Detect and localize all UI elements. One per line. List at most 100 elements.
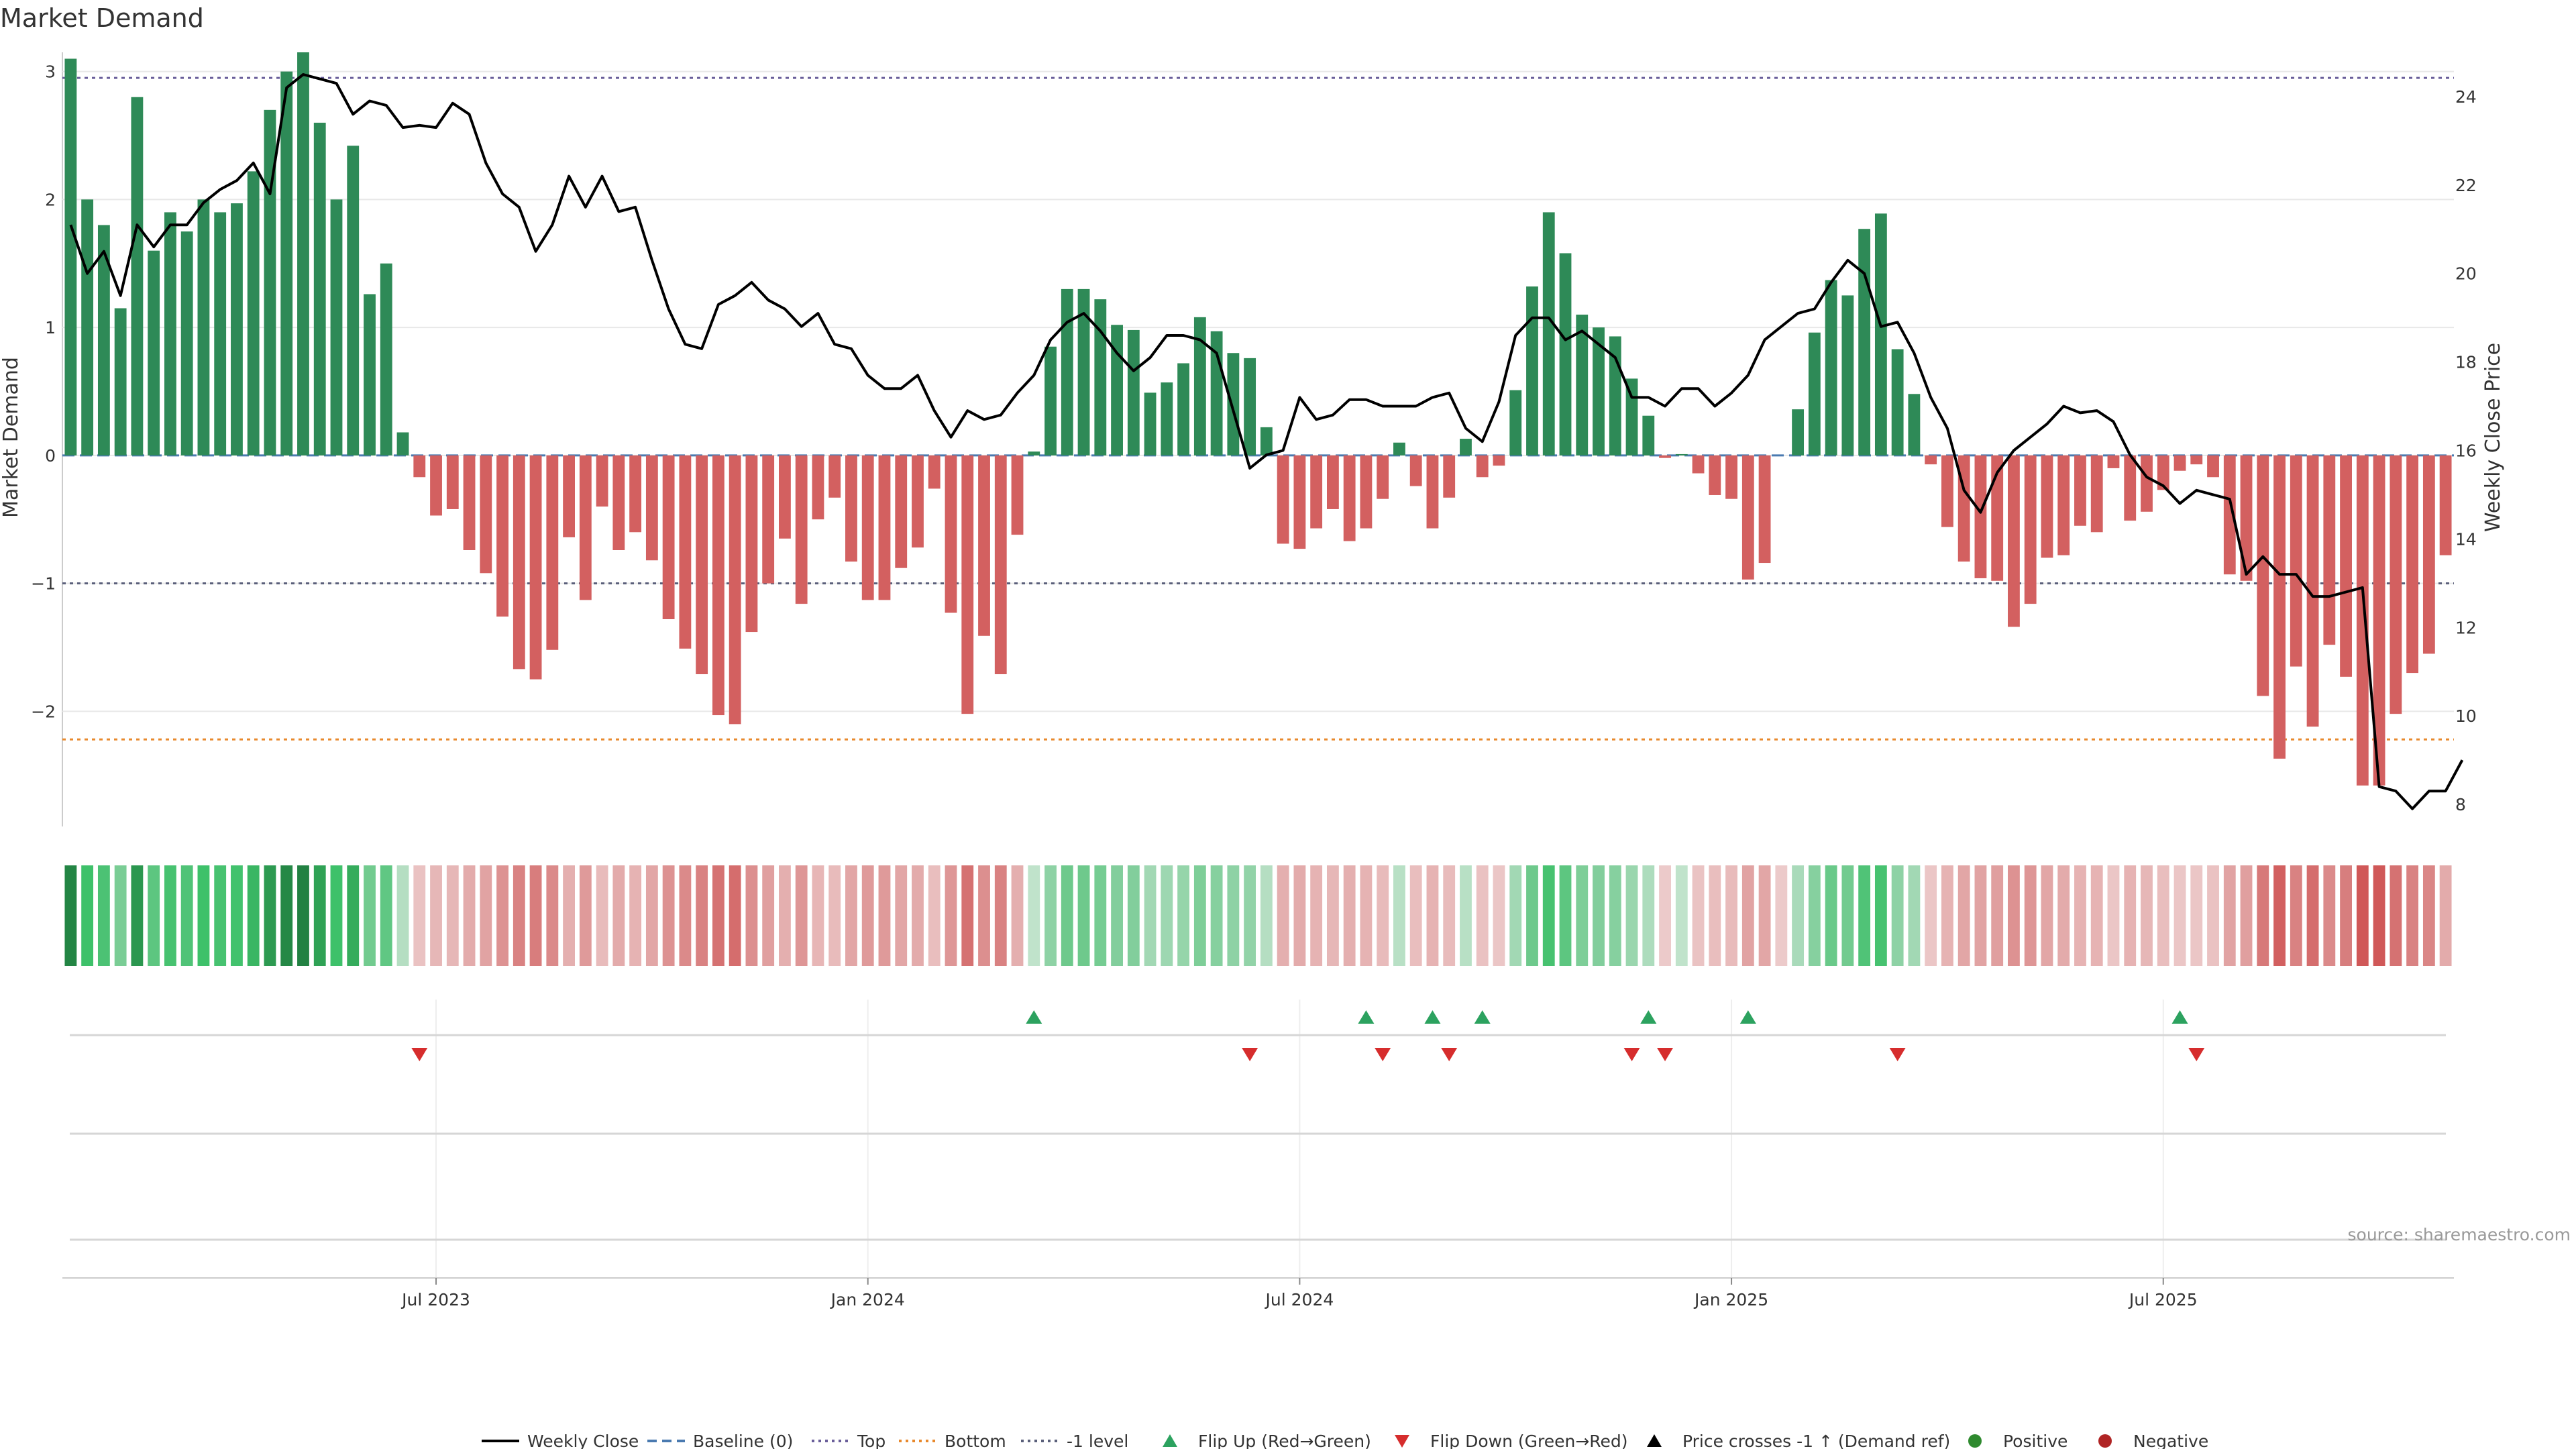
heat-cell	[779, 865, 791, 966]
demand-bar-negative	[2356, 455, 2369, 786]
heat-cell	[945, 865, 957, 966]
demand-bar-negative	[1925, 455, 1937, 465]
main-panel-grid	[62, 52, 2454, 826]
heat-cell	[1891, 865, 1904, 966]
right-axis-ticks: 24 22 20 18 16 14 12 10 8	[2455, 87, 2477, 814]
demand-bar-negative	[1360, 455, 1373, 529]
demand-bar-negative	[546, 455, 559, 650]
legend-item: Flip Up (Red→Green)	[1163, 1432, 1371, 1449]
demand-bar-positive	[114, 308, 127, 455]
demand-bar-negative	[2290, 455, 2302, 667]
heat-cell	[1061, 865, 1073, 966]
weekly-close-series	[69, 73, 2464, 810]
demand-bar-negative	[961, 455, 974, 714]
demand-bar-positive	[330, 199, 343, 455]
demand-bar-negative	[779, 455, 791, 539]
demand-bar-positive	[1808, 332, 1821, 455]
heat-cell	[1957, 865, 1970, 966]
demand-bar-negative	[878, 455, 891, 600]
demand-bar-negative	[912, 455, 924, 548]
demand-bar-positive	[297, 52, 309, 455]
heat-cell	[1210, 865, 1223, 966]
demand-bar-negative	[579, 455, 592, 600]
demand-bar-positive	[347, 146, 360, 455]
demand-bar-positive	[180, 231, 193, 455]
demand-bar-positive	[231, 203, 243, 455]
heat-cell	[1227, 865, 1240, 966]
chart-title: Market Demand	[0, 3, 204, 33]
legend-label: Flip Down (Green→Red)	[1430, 1432, 1628, 1449]
left-axis-label: Market Demand	[0, 357, 23, 518]
heat-cell	[928, 865, 941, 966]
heat-cell	[1825, 865, 1837, 966]
heat-cell	[2190, 865, 2203, 966]
heat-cell	[2207, 865, 2219, 966]
demand-bar-negative	[828, 455, 841, 498]
source-note: source: sharemaestro.com	[2348, 1225, 2571, 1244]
demand-bar-negative	[446, 455, 459, 509]
demand-bar-negative	[1941, 455, 1953, 527]
heat-cell	[994, 865, 1007, 966]
heat-cell	[2290, 865, 2302, 966]
left-tick-label: −2	[31, 702, 56, 721]
heat-cell	[1094, 865, 1107, 966]
heat-cell	[2041, 865, 2053, 966]
heat-cell	[1377, 865, 1389, 966]
heat-cell	[2057, 865, 2070, 966]
heat-cell	[247, 865, 260, 966]
demand-bar-negative	[762, 455, 775, 584]
heat-cell	[878, 865, 891, 966]
demand-bar-negative	[513, 455, 525, 669]
legend-label: Price crosses -1 ↑ (Demand ref)	[1682, 1432, 1950, 1449]
heat-cell	[347, 865, 360, 966]
heat-cell	[430, 865, 442, 966]
heat-cell	[1111, 865, 1123, 966]
demand-bar-negative	[861, 455, 874, 600]
heat-cell	[297, 865, 309, 966]
demand-bar-negative	[978, 455, 990, 636]
heat-cell	[1310, 865, 1323, 966]
heat-cell	[1858, 865, 1871, 966]
heat-cell	[1476, 865, 1489, 966]
demand-bar-positive	[1559, 253, 1572, 455]
right-tick-label: 14	[2455, 529, 2477, 549]
demand-bar-negative	[2107, 455, 2120, 468]
demand-bar-positive	[280, 71, 293, 455]
demand-bar-negative	[1426, 455, 1439, 529]
heat-cell	[2008, 865, 2020, 966]
demand-bar-positive	[1792, 409, 1805, 455]
demand-bar-negative	[529, 455, 542, 680]
demand-bar-negative	[1443, 455, 1456, 498]
heat-cell	[712, 865, 724, 966]
heat-cell	[1011, 865, 1024, 966]
demand-bar-negative	[1493, 455, 1505, 466]
heat-cell	[380, 865, 392, 966]
heat-cell	[131, 865, 144, 966]
right-tick-label: 8	[2455, 795, 2466, 814]
heat-cell	[1808, 865, 1821, 966]
demand-bar-positive	[1675, 453, 1688, 455]
x-tick-label: Jul 2025	[2128, 1290, 2198, 1309]
heat-cell	[2323, 865, 2336, 966]
heat-cell	[1393, 865, 1405, 966]
legend-item: Flip Down (Green→Red)	[1395, 1432, 1628, 1449]
legend-label: Positive	[2003, 1432, 2068, 1449]
heat-cell	[629, 865, 642, 966]
legend-item: Bottom	[899, 1432, 1006, 1449]
legend-label: Top	[857, 1432, 885, 1449]
demand-bar-positive	[1260, 427, 1273, 455]
heat-cell	[1775, 865, 1788, 966]
demand-bar-negative	[1310, 455, 1323, 529]
demand-bar-positive	[1127, 329, 1140, 455]
heat-cell	[313, 865, 326, 966]
heat-cell	[197, 865, 210, 966]
heat-cell	[645, 865, 658, 966]
demand-bar-negative	[1011, 455, 1024, 535]
heat-cell	[1659, 865, 1671, 966]
demand-bar-positive	[380, 263, 392, 455]
heat-cell	[1991, 865, 2004, 966]
demand-bar-negative	[563, 455, 575, 537]
heat-cell	[231, 865, 243, 966]
heat-cell	[2306, 865, 2319, 966]
demand-bar-positive	[1177, 363, 1190, 455]
